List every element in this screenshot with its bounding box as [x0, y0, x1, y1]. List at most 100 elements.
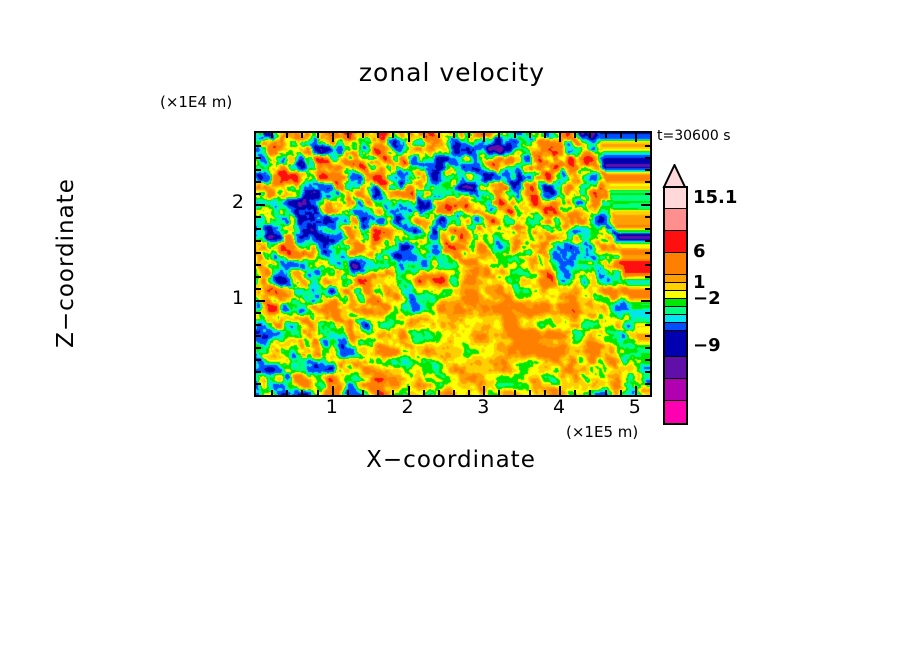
- tick-mark: [438, 133, 440, 138]
- tick-mark: [620, 133, 622, 138]
- tick-mark: [256, 383, 261, 385]
- tick-mark: [514, 133, 516, 138]
- tick-mark: [483, 133, 485, 142]
- x-tick-label-1: 2: [401, 396, 414, 418]
- tick-mark: [529, 390, 531, 395]
- tick-mark: [317, 133, 319, 138]
- tick-mark: [256, 193, 261, 195]
- tick-mark: [645, 169, 650, 171]
- y-axis-title: Z−coordinate: [53, 178, 79, 348]
- tick-mark: [256, 181, 261, 183]
- tick-mark: [392, 390, 394, 395]
- tick-mark: [256, 335, 261, 337]
- tick-mark: [620, 390, 622, 395]
- colorbar-band-6: [665, 291, 686, 299]
- tick-mark: [645, 252, 650, 254]
- velocity-field-heatmap: [256, 133, 650, 395]
- tick-mark: [514, 390, 516, 395]
- tick-mark: [498, 390, 500, 395]
- colorbar-band-11: [665, 331, 686, 357]
- tick-mark: [256, 288, 261, 290]
- tick-mark: [423, 133, 425, 138]
- x-tick-label-4: 5: [628, 396, 641, 418]
- tick-mark: [392, 133, 394, 138]
- colorbar-label-0: 15.1: [693, 187, 738, 208]
- tick-mark: [641, 204, 650, 206]
- tick-mark: [377, 390, 379, 395]
- colorbar-band-3: [665, 253, 686, 275]
- tick-mark: [256, 300, 265, 302]
- tick-mark: [408, 133, 410, 142]
- colorbar-band-14: [665, 401, 686, 423]
- x-axis-units-label: (×1E5 m): [566, 423, 639, 441]
- tick-mark: [301, 390, 303, 395]
- tick-mark: [256, 204, 265, 206]
- tick-mark: [256, 324, 261, 326]
- tick-mark: [256, 347, 261, 349]
- tick-mark: [286, 390, 288, 395]
- tick-mark: [256, 276, 261, 278]
- tick-mark: [645, 383, 650, 385]
- tick-mark: [559, 133, 561, 142]
- y-tick-label-1: 2: [231, 191, 244, 214]
- colorbar-label-4: −9: [693, 335, 721, 356]
- tick-mark: [645, 228, 650, 230]
- colorbar-band-7: [665, 299, 686, 307]
- tick-mark: [559, 386, 561, 395]
- tick-mark: [645, 371, 650, 373]
- colorbar-band-2: [665, 231, 686, 253]
- tick-mark: [301, 133, 303, 138]
- tick-mark: [645, 240, 650, 242]
- tick-mark: [256, 312, 261, 314]
- colorbar-band-12: [665, 357, 686, 379]
- tick-mark: [645, 324, 650, 326]
- tick-mark: [453, 133, 455, 138]
- tick-mark: [589, 390, 591, 395]
- colorbar-band-4: [665, 275, 686, 283]
- tick-mark: [645, 347, 650, 349]
- contour-plot-area: [254, 131, 652, 397]
- tick-mark: [589, 133, 591, 138]
- colorbar-label-3: −2: [693, 288, 721, 309]
- page-title: zonal velocity: [358, 58, 546, 87]
- colorbar-arrow-icon: [662, 164, 687, 188]
- tick-mark: [317, 390, 319, 395]
- tick-mark: [544, 133, 546, 138]
- colorbar-label-2: 1: [693, 272, 706, 293]
- tick-mark: [332, 386, 334, 395]
- tick-mark: [645, 276, 650, 278]
- tick-mark: [605, 390, 607, 395]
- tick-mark: [256, 228, 261, 230]
- tick-mark: [645, 335, 650, 337]
- tick-mark: [256, 371, 261, 373]
- tick-mark: [423, 390, 425, 395]
- colorbar-band-9: [665, 315, 686, 323]
- tick-mark: [347, 390, 349, 395]
- tick-mark: [347, 133, 349, 138]
- colorbar-band-0: [665, 188, 686, 209]
- tick-mark: [645, 288, 650, 290]
- tick-mark: [645, 145, 650, 147]
- tick-mark: [271, 390, 273, 395]
- colorbar-band-10: [665, 323, 686, 331]
- colorbar: 15.1 6 1 −2 −9: [660, 164, 780, 425]
- x-tick-label-2: 3: [477, 396, 490, 418]
- tick-mark: [645, 181, 650, 183]
- tick-mark: [544, 390, 546, 395]
- tick-mark: [641, 300, 650, 302]
- x-tick-label-3: 4: [553, 396, 566, 418]
- tick-mark: [271, 133, 273, 138]
- tick-mark: [453, 390, 455, 395]
- tick-mark: [574, 133, 576, 138]
- x-tick-label-0: 1: [325, 396, 338, 418]
- colorbar-band-13: [665, 379, 686, 401]
- tick-mark: [468, 133, 470, 138]
- tick-mark: [362, 390, 364, 395]
- tick-mark: [574, 390, 576, 395]
- tick-mark: [635, 386, 637, 395]
- y-axis-units-label: (×1E4 m): [160, 93, 233, 111]
- tick-mark: [645, 157, 650, 159]
- tick-mark: [645, 264, 650, 266]
- tick-mark: [256, 359, 261, 361]
- tick-mark: [645, 216, 650, 218]
